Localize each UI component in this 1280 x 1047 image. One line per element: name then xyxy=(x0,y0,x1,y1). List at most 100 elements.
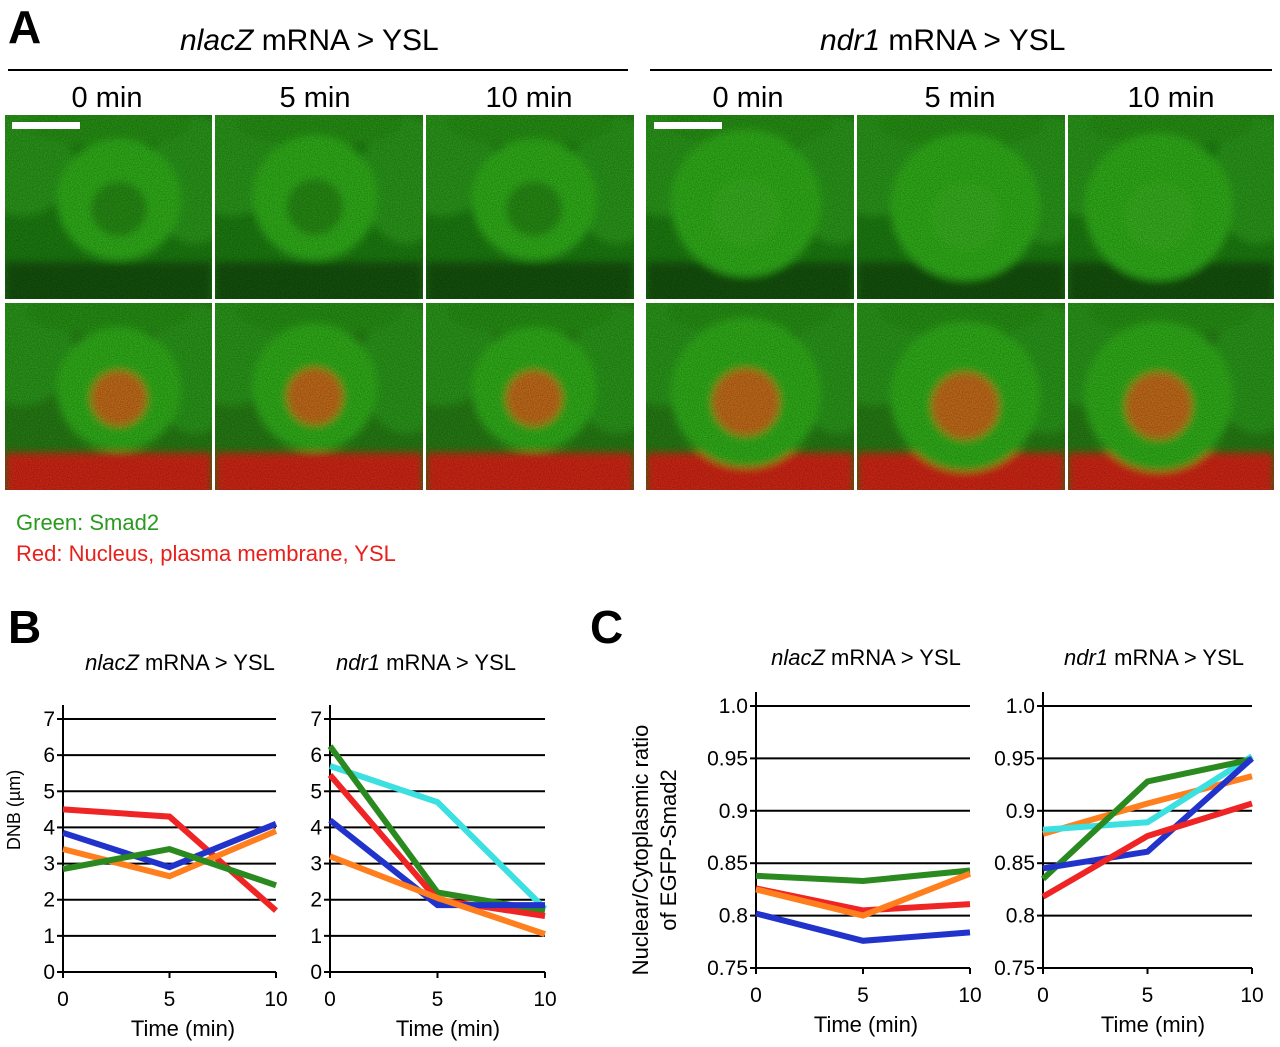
series-line xyxy=(329,763,548,911)
smad2-channel-image xyxy=(857,115,1065,299)
timepoint-label: 5 min xyxy=(279,82,351,114)
y-tick-label: 6 xyxy=(43,744,55,767)
series-line xyxy=(62,806,278,913)
y-tick-label: 0.75 xyxy=(994,957,1035,980)
chart-title-suffix: mRNA > YSL xyxy=(1108,645,1244,670)
x-tick-label: 5 xyxy=(1142,984,1154,1007)
chart-ratio-nlacz: nlacZ mRNA > YSL 0.75 0.8 0.85 0.9 0.95 1.0 0 5 1… xyxy=(628,645,982,1037)
x-tick-label: 5 xyxy=(857,984,869,1007)
smad2-channel-image xyxy=(215,115,423,299)
x-axis-label: Time (min) xyxy=(131,1016,235,1041)
y-tick-label: 1.0 xyxy=(1006,695,1035,718)
chart-dnb-ndr1: ndr1 mRNA > YSL 0 1 2 3 4 5 6 7 0 5 10 Time (min) xyxy=(310,650,556,1041)
chart-title: nlacZ mRNA > YSL xyxy=(771,645,961,670)
merged-channel-image xyxy=(426,303,634,490)
timepoint-label: 5 min xyxy=(924,82,996,114)
gene-name: ndr1 xyxy=(820,24,881,57)
y-tick-label: 0.75 xyxy=(707,957,748,980)
series-line xyxy=(328,817,545,909)
smad2-channel-image xyxy=(646,115,854,299)
y-tick-label: 3 xyxy=(310,853,322,876)
chart-title-gene: nlacZ xyxy=(85,650,140,675)
smad2-channel-image xyxy=(5,115,212,299)
y-axis-label: Nuclear/Cytoplasmic ratio of EGFP-Smad2 xyxy=(628,725,681,976)
legend-green-channel: Green: Smad2 xyxy=(16,510,160,535)
x-tick-label: 10 xyxy=(1240,984,1263,1007)
chart-title: ndr1 mRNA > YSL xyxy=(1064,645,1244,670)
chart-title-gene: ndr1 xyxy=(1064,645,1108,670)
series-line xyxy=(755,867,971,885)
y-axis-label-line: DNB (µm) xyxy=(4,770,24,850)
condition-title-nlacz: nlacZ mRNA > YSL xyxy=(180,24,439,58)
y-tick-label: 2 xyxy=(310,889,322,912)
y-tick-label: 1.0 xyxy=(719,695,748,718)
merged-channel-image xyxy=(215,303,423,490)
y-axis-label-line: Nuclear/Cytoplasmic ratio xyxy=(628,725,653,976)
x-axis-label: Time (min) xyxy=(814,1012,918,1037)
series-line xyxy=(62,828,278,880)
panel-c-letter: C xyxy=(590,601,624,653)
x-tick-label: 10 xyxy=(264,988,287,1011)
panel-b-letter: B xyxy=(8,601,42,653)
timepoint-label: 0 min xyxy=(712,82,784,114)
gene-name: nlacZ xyxy=(180,24,254,57)
y-tick-label: 5 xyxy=(310,780,322,803)
y-tick-label: 0.85 xyxy=(994,852,1035,875)
y-tick-label: 3 xyxy=(43,853,55,876)
series-line xyxy=(1040,756,1253,882)
x-tick-label: 0 xyxy=(1037,984,1049,1007)
y-tick-label: 5 xyxy=(43,780,55,803)
merged-channel-image xyxy=(5,303,212,490)
x-axis-label: Time (min) xyxy=(1101,1012,1205,1037)
series-line xyxy=(62,846,277,889)
y-tick-label: 7 xyxy=(310,708,322,731)
chart-ratio-ndr1: ndr1 mRNA > YSL 0.75 0.8 0.85 0.9 0.95 1.0 0 5 10… xyxy=(994,645,1264,1037)
condition-underline-ndr1 xyxy=(650,69,1272,71)
timepoint-label: 10 min xyxy=(1127,82,1215,114)
chart-title: nlacZ mRNA > YSL xyxy=(85,650,275,675)
y-tick-label: 0 xyxy=(310,961,322,984)
y-tick-label: 2 xyxy=(43,889,55,912)
merged-channel-image xyxy=(1068,303,1274,490)
x-axis-label: Time (min) xyxy=(396,1016,500,1041)
y-tick-label: 0 xyxy=(43,961,55,984)
x-tick-label: 0 xyxy=(750,984,762,1007)
y-tick-label: 1 xyxy=(310,925,322,948)
panel-a-letter: A xyxy=(8,1,42,53)
x-tick-label: 10 xyxy=(533,988,556,1011)
smad2-channel-image xyxy=(1068,115,1274,299)
series-line xyxy=(755,870,972,919)
y-axis-label-line: of EGFP-Smad2 xyxy=(656,769,681,930)
y-tick-label: 7 xyxy=(43,708,55,731)
chart-title-gene: nlacZ xyxy=(771,645,826,670)
chart-title-suffix: mRNA > YSL xyxy=(825,645,961,670)
merged-channel-image xyxy=(857,303,1065,490)
y-tick-label: 0.9 xyxy=(1006,800,1035,823)
y-tick-label: 4 xyxy=(310,816,322,839)
chart-title-gene: ndr1 xyxy=(336,650,380,675)
y-tick-label: 0.8 xyxy=(719,905,748,928)
x-tick-label: 10 xyxy=(958,984,981,1007)
y-axis-label: DNB (µm) xyxy=(4,770,24,850)
merged-channel-image xyxy=(646,303,854,490)
condition-underline-nlacz xyxy=(8,69,628,71)
smad2-channel-image xyxy=(426,115,634,299)
scale-bar xyxy=(654,122,722,129)
condition-title-ndr1: ndr1 mRNA > YSL xyxy=(820,24,1065,58)
y-tick-label: 1 xyxy=(43,925,55,948)
series-line xyxy=(62,821,278,871)
y-tick-label: 0.95 xyxy=(707,747,748,770)
series-line xyxy=(328,853,546,937)
series-line xyxy=(1042,773,1253,837)
y-tick-label: 4 xyxy=(43,816,55,839)
chart-title: ndr1 mRNA > YSL xyxy=(336,650,516,675)
series-line xyxy=(1042,753,1254,833)
y-tick-label: 0.8 xyxy=(1006,905,1035,928)
series-line xyxy=(1042,756,1254,872)
x-tick-label: 0 xyxy=(324,988,336,1011)
chart-dnb-nlacz: nlacZ mRNA > YSL 0 1 2 3 4 5 6 7 0 5 10 Time (min) DN… xyxy=(4,650,288,1041)
x-tick-label: 5 xyxy=(432,988,444,1011)
condition-suffix: mRNA > YSL xyxy=(253,24,439,57)
legend-red-channel: Red: Nucleus, plasma membrane, YSL xyxy=(16,541,396,566)
y-tick-label: 6 xyxy=(310,744,322,767)
